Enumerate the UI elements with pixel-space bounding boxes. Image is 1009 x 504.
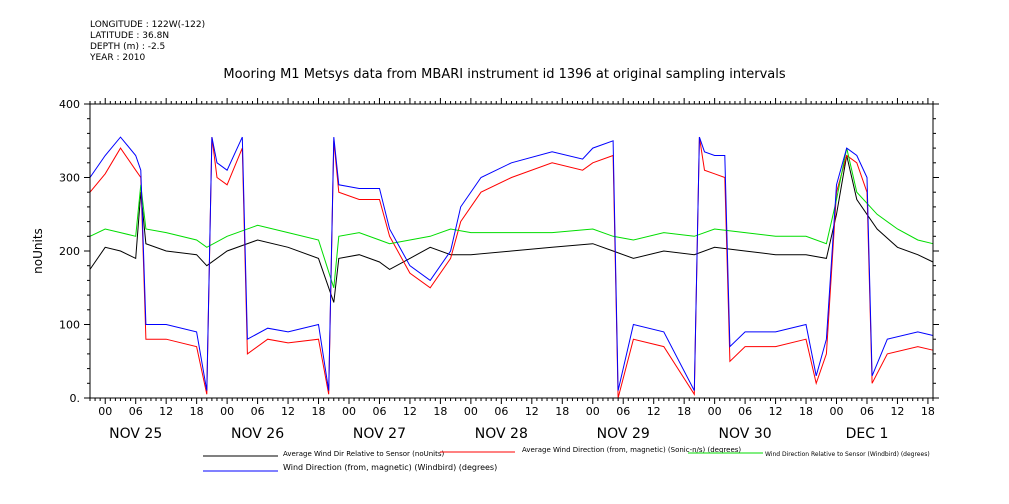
x-day-label: NOV 28 (475, 426, 528, 442)
x-hour-label: 18 (921, 405, 935, 418)
depth-text: DEPTH (m) : -2.5 (90, 42, 166, 52)
legend-label-3: Wind Direction Relative to Sensor (Windb… (765, 451, 930, 458)
x-hour-label: 00 (708, 405, 722, 418)
x-day-label: NOV 26 (231, 426, 284, 442)
x-hour-label: 18 (312, 405, 326, 418)
x-hour-label: 12 (769, 405, 783, 418)
x-hour-label: 18 (433, 405, 447, 418)
x-hour-label: 18 (190, 405, 204, 418)
x-hour-label: 18 (799, 405, 813, 418)
series-line-1 (89, 155, 934, 303)
x-hour-label: 12 (159, 405, 173, 418)
x-hour-label: 00 (220, 405, 234, 418)
legend-label-4: Wind Direction (from, magnetic) (Windbir… (283, 463, 497, 472)
x-hour-label: 06 (494, 405, 508, 418)
x-hour-label: 00 (464, 405, 478, 418)
x-hour-label: 18 (555, 405, 569, 418)
y-tick-label: 100 (59, 319, 80, 332)
x-hour-label: 00 (342, 405, 356, 418)
x-day-label: NOV 30 (719, 426, 772, 442)
x-hour-label: 12 (403, 405, 417, 418)
series-line-3 (89, 147, 934, 288)
series-line-2 (89, 137, 934, 399)
y-tick-label: 0. (70, 392, 81, 405)
x-hour-label: 12 (281, 405, 295, 418)
y-tick-label: 400 (59, 98, 80, 111)
longitude-text: LONGITUDE : 122W(-122) (90, 20, 206, 30)
y-axis-label: noUnits (31, 228, 45, 274)
y-tick-label: 300 (59, 172, 80, 185)
x-hour-label: 12 (647, 405, 661, 418)
x-hour-label: 18 (677, 405, 691, 418)
x-hour-label: 00 (98, 405, 112, 418)
x-hour-label: 12 (525, 405, 539, 418)
legend-label-1: Average Wind Dir Relative to Sensor (noU… (283, 450, 444, 458)
x-hour-label: 12 (890, 405, 904, 418)
y-tick-label: 200 (59, 245, 80, 258)
x-hour-label: 06 (860, 405, 874, 418)
x-hour-label: 06 (738, 405, 752, 418)
x-hour-label: 06 (251, 405, 265, 418)
series-line-4 (89, 136, 934, 391)
x-day-label: NOV 29 (597, 426, 650, 442)
legend-label-2: Average Wind Direction (from, magnetic) … (522, 446, 741, 454)
x-hour-label: 06 (129, 405, 143, 418)
x-hour-label: 00 (830, 405, 844, 418)
year-text: YEAR : 2010 (90, 53, 146, 63)
x-hour-label: 00 (586, 405, 600, 418)
metadata-block: LONGITUDE : 122W(-122) LATITUDE : 36.8N … (90, 20, 205, 64)
x-hour-label: 06 (372, 405, 386, 418)
latitude-text: LATITUDE : 36.8N (90, 31, 170, 41)
chart-title: Mooring M1 Metsys data from MBARI instru… (223, 67, 786, 82)
x-day-label: NOV 27 (353, 426, 406, 442)
x-day-label: NOV 25 (109, 426, 162, 442)
x-hour-label: 06 (616, 405, 630, 418)
x-day-label: DEC 1 (846, 426, 889, 442)
